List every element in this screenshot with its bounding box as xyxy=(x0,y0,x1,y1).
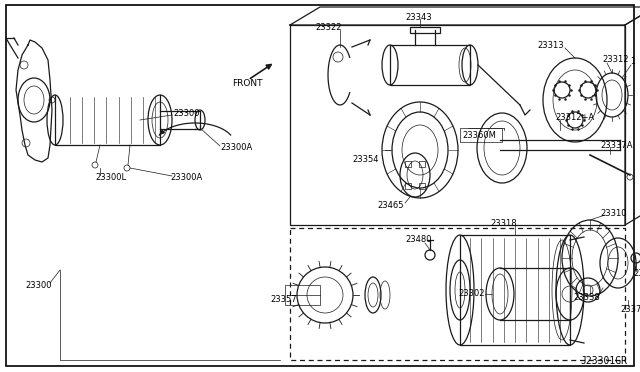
Bar xyxy=(419,161,425,167)
Text: 23379B: 23379B xyxy=(620,305,640,314)
Text: 23313: 23313 xyxy=(537,41,564,49)
Text: 23310: 23310 xyxy=(600,208,627,218)
Text: 23354: 23354 xyxy=(352,155,378,164)
Text: 23480: 23480 xyxy=(633,269,640,278)
Bar xyxy=(285,285,320,305)
Text: 1: 1 xyxy=(630,58,635,67)
Text: J23301GR: J23301GR xyxy=(580,356,627,366)
Text: 23338: 23338 xyxy=(573,294,600,302)
Text: 23318: 23318 xyxy=(490,218,516,228)
Text: 23300A: 23300A xyxy=(220,144,252,153)
Text: 23465: 23465 xyxy=(377,201,403,209)
Text: 23360M: 23360M xyxy=(462,131,496,141)
Text: 23337A: 23337A xyxy=(600,141,632,150)
Text: FRONT: FRONT xyxy=(232,80,262,89)
Text: 23343: 23343 xyxy=(405,13,431,22)
Bar xyxy=(460,128,502,142)
Text: 23312+A: 23312+A xyxy=(555,113,594,122)
Text: 23302: 23302 xyxy=(458,289,484,298)
Bar xyxy=(405,161,411,167)
Text: 23312: 23312 xyxy=(602,55,628,64)
Text: 23357: 23357 xyxy=(270,295,296,305)
Bar xyxy=(460,235,570,345)
Text: 23322: 23322 xyxy=(315,22,342,32)
Text: 23300A: 23300A xyxy=(170,173,202,183)
Text: 23300L: 23300L xyxy=(95,173,126,183)
Text: 23300: 23300 xyxy=(25,280,51,289)
Bar xyxy=(419,183,425,189)
Text: 23480: 23480 xyxy=(405,235,431,244)
Text: 23300: 23300 xyxy=(173,109,200,118)
Bar xyxy=(410,27,440,33)
Bar xyxy=(405,183,411,189)
Bar xyxy=(390,45,470,85)
